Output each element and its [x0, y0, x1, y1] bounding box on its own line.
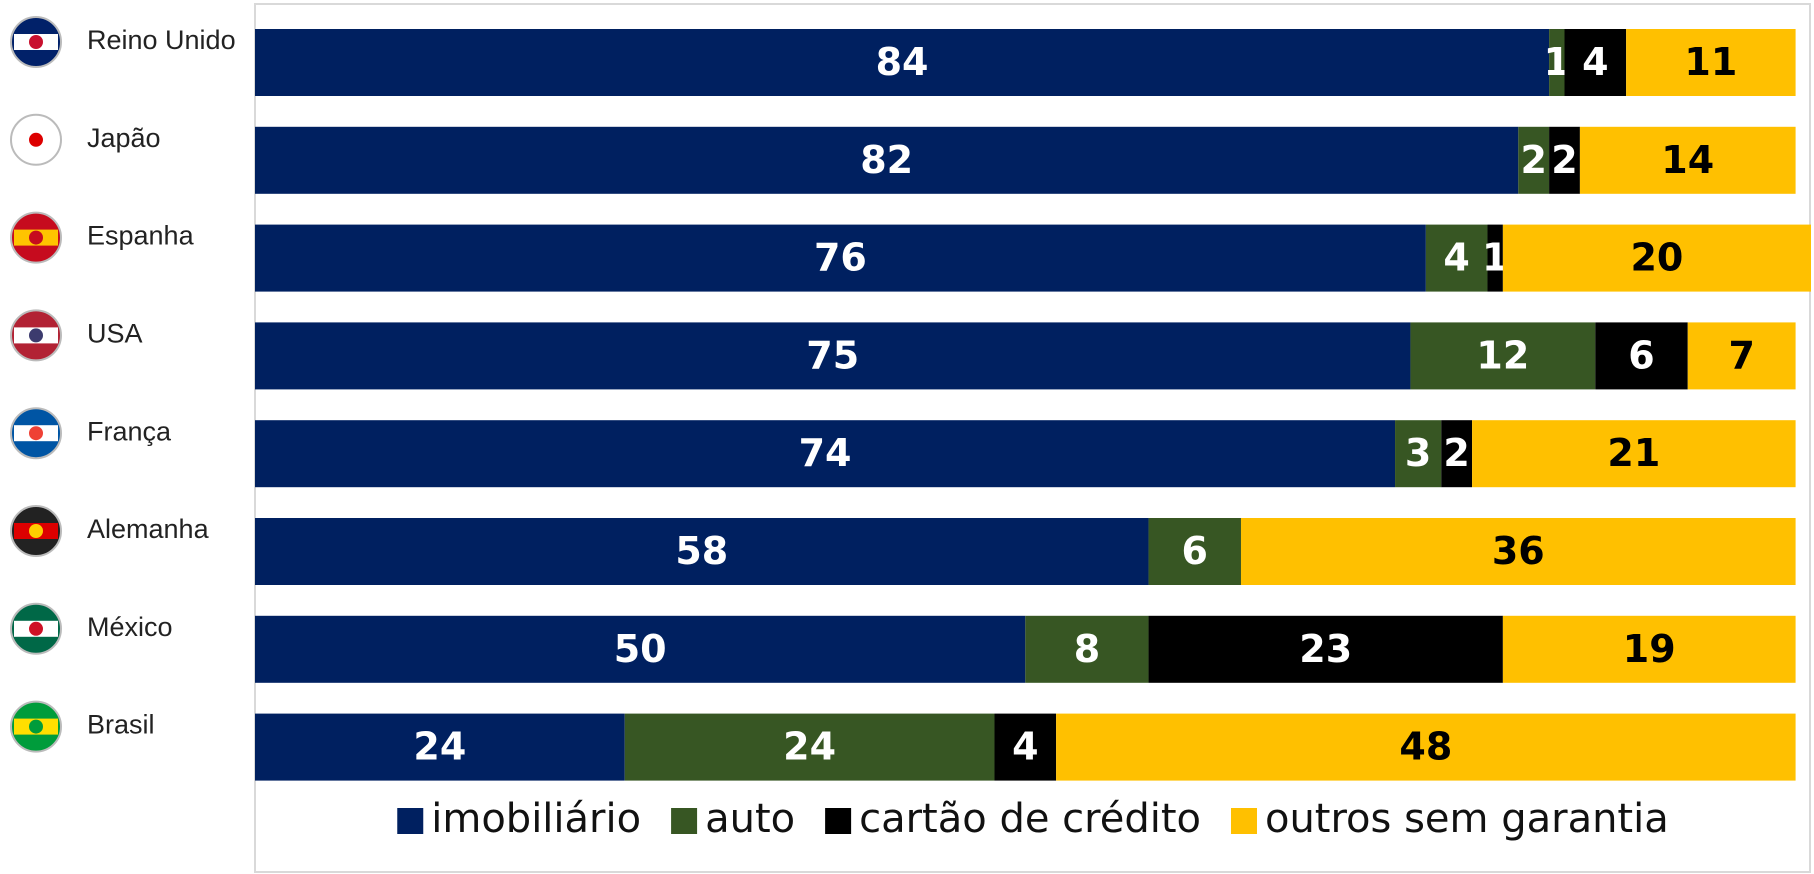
legend-label: cartão de crédito [859, 796, 1201, 842]
flag-center [29, 621, 43, 636]
bar-segment [1425, 224, 1488, 292]
category-label: México [87, 612, 173, 642]
category-label: Brasil [87, 710, 155, 740]
bar-segment [1148, 518, 1241, 585]
value-label: 6 [1628, 333, 1654, 377]
bar-segment [255, 615, 1026, 683]
flag-center [29, 35, 43, 49]
value-label: 58 [675, 529, 728, 573]
bar-segment [1056, 713, 1796, 781]
bar-segment [1579, 126, 1796, 194]
bar-segment [1410, 322, 1596, 390]
category-label: Alemanha [87, 514, 210, 544]
value-label: 3 [1405, 431, 1431, 475]
bar-segment [1687, 322, 1796, 390]
value-label: 8 [1074, 627, 1100, 671]
legend-swatch [671, 808, 698, 834]
value-label: 14 [1661, 138, 1714, 182]
value-label: 76 [814, 236, 867, 280]
bar-segment [1441, 420, 1473, 488]
value-label: 2 [1520, 138, 1546, 182]
value-label: 4 [1582, 40, 1608, 84]
flag-center [29, 230, 43, 245]
legend-swatch [1230, 808, 1257, 834]
bar-segment [1025, 615, 1149, 683]
value-label: 84 [876, 40, 929, 84]
category-label: Japão [87, 123, 161, 153]
bar-segment [1626, 29, 1796, 96]
value-label: 19 [1623, 627, 1676, 671]
flag-center [29, 328, 43, 343]
bar-segment [1502, 615, 1796, 683]
value-label: 50 [614, 627, 667, 671]
bar-segment [1240, 518, 1796, 585]
value-label: 20 [1630, 236, 1683, 280]
legend-label: outros sem garantia [1265, 796, 1669, 842]
value-label: 2 [1551, 138, 1577, 182]
value-label: 23 [1299, 627, 1352, 671]
value-label: 24 [413, 725, 466, 769]
bar-segment [255, 29, 1550, 96]
bar-segment [255, 713, 625, 781]
flag-center [29, 719, 43, 734]
legend-label: imobiliário [431, 796, 641, 842]
category-label: Reino Unido [87, 25, 236, 55]
bar-segment [1502, 224, 1811, 292]
value-label: 24 [783, 725, 836, 769]
legend-label: auto [705, 796, 795, 842]
flag-center [29, 426, 43, 441]
bar-segment [255, 518, 1149, 585]
bar-segment [255, 224, 1426, 292]
legend-swatch [825, 808, 852, 834]
bar-segment [255, 420, 1396, 488]
bar-segment [994, 713, 1057, 781]
value-label: 75 [806, 333, 859, 377]
value-label: 21 [1607, 431, 1660, 475]
bar-segment [255, 322, 1411, 390]
bar-segment [1487, 224, 1503, 292]
category-label: França [87, 416, 172, 446]
value-label: 12 [1476, 333, 1529, 377]
value-label: 7 [1728, 333, 1754, 377]
bar-segment [1518, 126, 1550, 194]
legend-swatch [397, 808, 424, 834]
bar-segment [624, 713, 995, 781]
value-label: 48 [1399, 725, 1452, 769]
category-label: USA [87, 319, 143, 349]
bar-segment [1395, 420, 1442, 488]
value-label: 4 [1443, 236, 1469, 280]
bar-segment [1564, 29, 1627, 96]
bar-segment [1549, 29, 1565, 96]
category-label: Espanha [87, 221, 195, 251]
flag-center [29, 524, 43, 538]
value-label: 2 [1443, 431, 1469, 475]
value-label: 74 [799, 431, 852, 475]
bar-segment [1595, 322, 1688, 390]
value-label: 11 [1684, 40, 1737, 84]
value-label: 6 [1182, 529, 1208, 573]
bar-segment [1549, 126, 1580, 194]
value-label: 4 [1012, 725, 1038, 769]
bar-segment [1472, 420, 1796, 488]
flag-center [29, 132, 43, 147]
bar-segment [255, 126, 1519, 194]
value-label: 82 [860, 138, 913, 182]
value-label: 36 [1492, 529, 1545, 573]
bar-segment [1148, 615, 1503, 683]
